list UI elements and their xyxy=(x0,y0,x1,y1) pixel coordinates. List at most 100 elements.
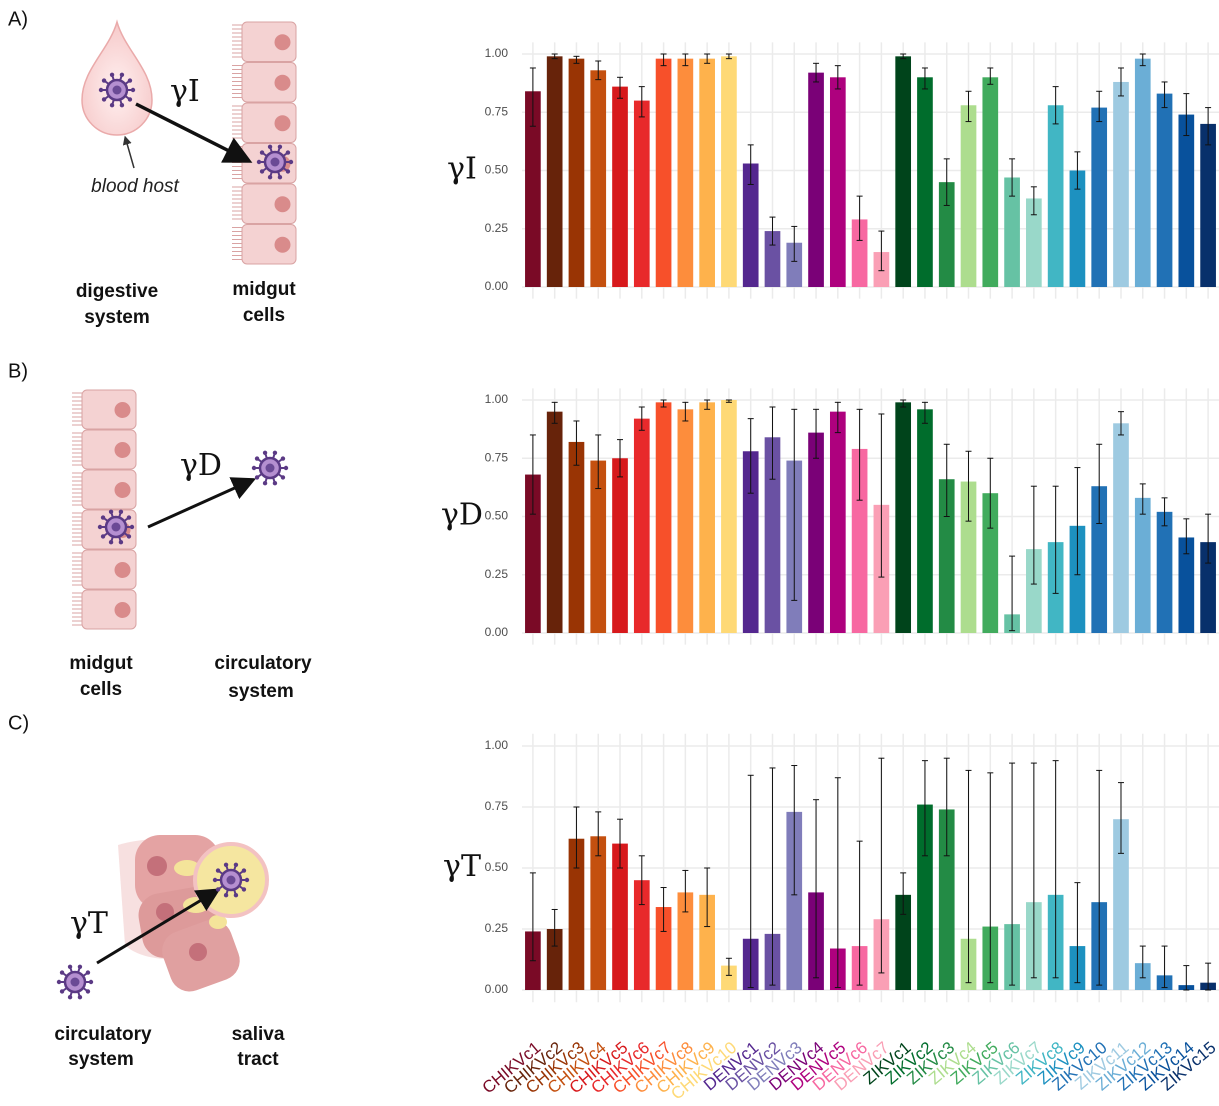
virus-core xyxy=(71,978,80,987)
virus-spike-tip xyxy=(110,103,114,107)
bar xyxy=(678,409,694,633)
bar xyxy=(961,105,977,287)
virus-spike-tip xyxy=(78,995,82,999)
transition-symbol: γI xyxy=(170,74,200,109)
nucleus xyxy=(115,562,131,578)
y-tick-label: 0.75 xyxy=(485,450,509,464)
y-axis-title: γI xyxy=(447,152,477,187)
bar xyxy=(1048,105,1064,287)
virus-spike-tip xyxy=(260,169,264,173)
virus-spike-tip xyxy=(98,525,102,529)
bar xyxy=(656,59,672,287)
panel-label: B) xyxy=(8,360,28,382)
nucleus xyxy=(275,34,291,50)
virus-spike-tip xyxy=(242,868,246,872)
bar xyxy=(590,70,606,287)
bar xyxy=(634,419,650,633)
saliva-gland xyxy=(118,835,267,997)
virus-spike-tip xyxy=(127,515,131,519)
bar xyxy=(1091,108,1107,287)
nucleus xyxy=(275,75,291,91)
bar xyxy=(634,101,650,287)
virus-spike-tip xyxy=(78,965,82,969)
virus-spike-tip xyxy=(101,534,105,538)
bar xyxy=(830,412,846,633)
bar xyxy=(1113,423,1129,633)
virus-spike-tip xyxy=(273,481,277,485)
blood-drop xyxy=(82,22,152,135)
virus-spike-tip xyxy=(260,150,264,154)
y-tick-label: 0.00 xyxy=(485,982,509,996)
virus-spike-tip xyxy=(131,88,135,92)
arrow xyxy=(136,104,243,158)
virus-core xyxy=(112,523,121,532)
label: midgut xyxy=(69,653,133,674)
virus-spike-tip xyxy=(119,510,123,514)
y-tick-label: 1.00 xyxy=(485,46,509,60)
virus-spike-tip xyxy=(110,73,114,77)
bar xyxy=(830,77,846,287)
label: system xyxy=(84,307,150,328)
virus-spike-tip xyxy=(255,475,259,479)
bar xyxy=(678,59,694,287)
nucleus xyxy=(275,237,291,253)
bar xyxy=(569,59,585,287)
virus-core xyxy=(271,158,280,167)
nucleus xyxy=(115,442,131,458)
virus-spike-tip xyxy=(130,525,134,529)
virus-spike-tip xyxy=(286,150,290,154)
label: circulatory xyxy=(214,653,312,674)
y-tick-label: 0.75 xyxy=(485,799,509,813)
y-tick-label: 0.50 xyxy=(485,509,509,523)
bar xyxy=(1135,59,1151,287)
bar xyxy=(808,73,824,287)
virus-spike-tip xyxy=(213,878,217,882)
virus-spike-tip xyxy=(60,970,64,974)
bar xyxy=(590,836,606,990)
virus-spike-tip xyxy=(86,989,90,993)
figure: A) γI blood host digestive system midgut… xyxy=(0,0,1219,1106)
bar xyxy=(547,412,563,633)
nucleus xyxy=(275,196,291,212)
transition-symbol: γD xyxy=(180,448,222,483)
bar xyxy=(917,409,933,633)
bar xyxy=(547,56,563,287)
virus-spike-tip xyxy=(263,481,267,485)
virus xyxy=(252,451,288,486)
virus-core xyxy=(227,876,236,885)
virus-spike-tip xyxy=(102,78,106,82)
label: cells xyxy=(243,305,285,326)
bar xyxy=(1113,82,1129,287)
nucleus xyxy=(115,402,131,418)
virus-spike-tip xyxy=(109,510,113,514)
note: blood host xyxy=(91,176,179,197)
y-axis-title: γD xyxy=(441,498,483,533)
virus-spike-tip xyxy=(57,980,61,984)
bar xyxy=(1200,124,1216,287)
virus-spike-tip xyxy=(128,97,132,101)
bar xyxy=(612,458,628,633)
virus-spike-tip xyxy=(284,466,288,470)
virus-spike-tip xyxy=(102,97,106,101)
label: tract xyxy=(237,1049,279,1070)
bar xyxy=(721,400,737,633)
y-tick-label: 1.00 xyxy=(485,392,509,406)
virus-spike-tip xyxy=(263,451,267,455)
bar xyxy=(808,433,824,633)
bar xyxy=(656,402,672,633)
bar xyxy=(612,87,628,287)
virus-spike-tip xyxy=(120,73,124,77)
y-tick-label: 0.25 xyxy=(485,221,509,235)
arrow xyxy=(148,482,248,527)
virus-core xyxy=(113,86,122,95)
virus-spike-tip xyxy=(99,88,103,92)
y-tick-label: 0.25 xyxy=(485,921,509,935)
virus-spike-tip xyxy=(101,515,105,519)
virus-spike-tip xyxy=(278,175,282,179)
virus-spike-tip xyxy=(216,887,220,891)
bar xyxy=(895,56,911,287)
virus-spike-tip xyxy=(224,863,228,867)
virus-spike-tip xyxy=(268,175,272,179)
virus-spike-tip xyxy=(257,160,261,164)
panel-label: C) xyxy=(8,712,29,734)
